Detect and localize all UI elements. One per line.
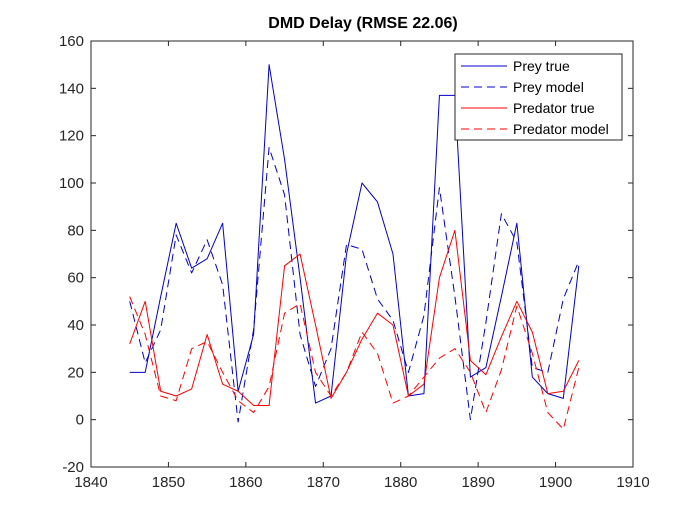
y-tick-label: 20 — [67, 364, 84, 381]
series-line-predator-model — [129, 296, 580, 430]
y-tick-label: 100 — [59, 175, 84, 192]
series-line-prey-true — [129, 64, 580, 404]
series-layer — [129, 64, 580, 430]
y-tick-label: 0 — [76, 412, 84, 429]
y-tick-label: -20 — [62, 459, 84, 476]
y-tick-label: 60 — [67, 270, 84, 287]
y-tick-label: 120 — [59, 128, 84, 145]
y-tick-label: 40 — [67, 317, 84, 334]
legend-box — [454, 53, 623, 141]
x-tick-label: 1850 — [152, 474, 185, 491]
x-tick-label: 1890 — [461, 474, 494, 491]
legend: Prey true Prey model Predator true Predator… — [454, 53, 623, 141]
x-tick-label: 1910 — [616, 474, 649, 491]
x-axis: 1840 1850 1860 1870 1880 1890 1900 1910 — [74, 41, 650, 491]
chart-title: DMD Delay (RMSE 22.06) — [268, 15, 457, 32]
series-line-prey-model — [129, 147, 580, 423]
x-tick-label: 1860 — [229, 474, 262, 491]
legend-label: Predator true — [513, 100, 595, 116]
y-tick-label: 160 — [59, 33, 84, 50]
y-tick-label: 80 — [67, 222, 84, 239]
series-line-predator-true — [129, 229, 580, 406]
x-tick-label: 1900 — [539, 474, 572, 491]
x-tick-label: 1880 — [384, 474, 417, 491]
x-tick-label: 1840 — [74, 474, 107, 491]
x-tick-label: 1870 — [307, 474, 340, 491]
y-tick-label: 140 — [59, 80, 84, 97]
legend-label: Predator model — [513, 121, 609, 137]
legend-label: Prey model — [513, 79, 584, 95]
legend-label: Prey true — [513, 58, 570, 74]
y-axis: -20 0 20 40 60 80 100 120 140 160 — [59, 33, 633, 476]
